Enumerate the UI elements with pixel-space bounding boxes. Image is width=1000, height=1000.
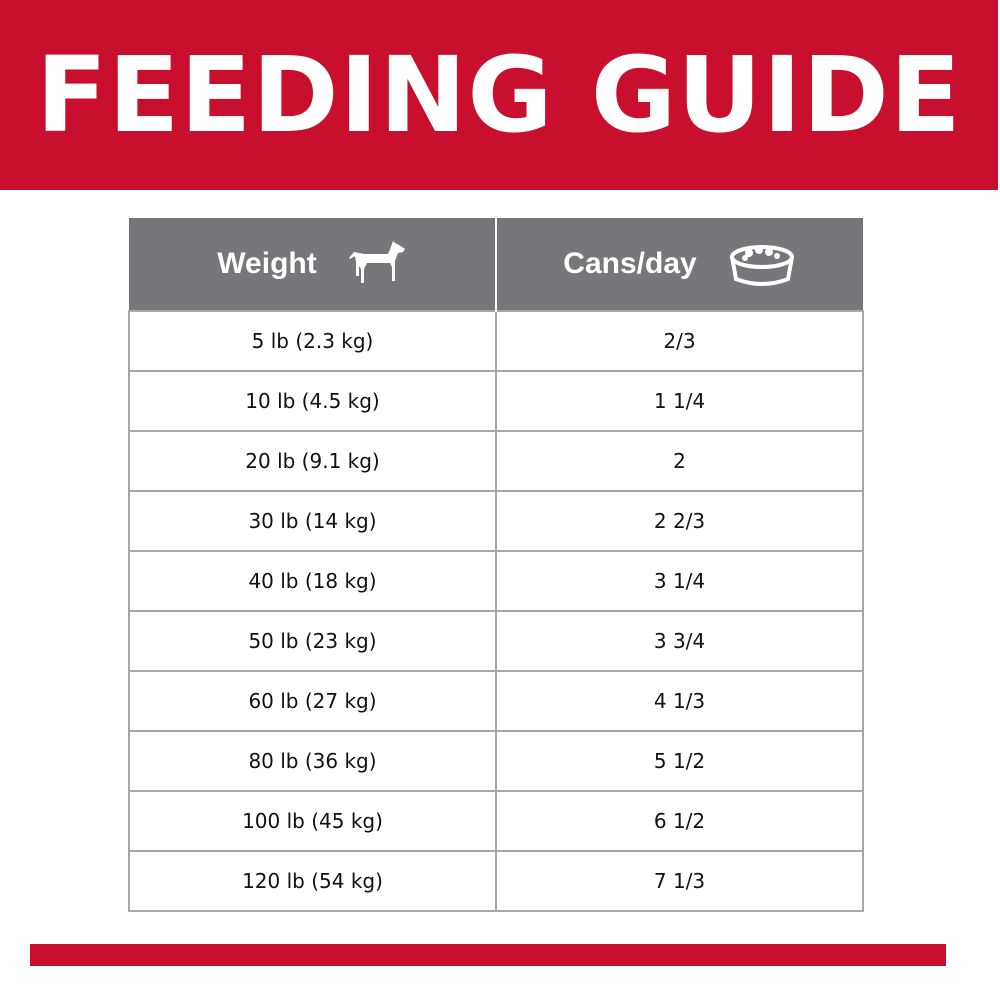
weight-cell: 120 lb (54 kg) [128,850,497,912]
title: FEEDING GUIDE [36,34,962,156]
row: 50 lb (23 kg) 3 3/4 [128,610,864,672]
header-cell: Weight [129,218,497,311]
cans-cell: 5 1/2 [495,730,864,792]
footer-bar [30,944,946,966]
cans-cell: 1 1/4 [495,370,864,432]
row: 80 lb (36 kg) 5 1/2 [128,730,864,792]
weight-cell: 10 lb (4.5 kg) [128,370,497,432]
row: 5 lb (2.3 kg) 2/3 [128,310,864,372]
cans-cell: 2 2/3 [495,490,864,552]
row: 60 lb (27 kg) 4 1/3 [128,670,864,732]
row: 120 lb (54 kg) 7 1/3 [128,850,864,912]
bowl-icon [729,245,794,286]
row: 10 lb (4.5 kg) 1 1/4 [128,370,864,432]
cans-cell: 6 1/2 [495,790,864,852]
header-cell: Cans/day [496,218,863,311]
feeding-table: Weight Cans/day 5 lb (2.3 kg) 2/3 10 lb (4… [128,218,864,912]
banner: FEEDING GUIDE [0,0,998,190]
weight-cell: 30 lb (14 kg) [128,490,497,552]
row: 20 lb (9.1 kg) 2 [128,430,864,492]
cans-cell: 2 [495,430,864,492]
weight-cell: 20 lb (9.1 kg) [128,430,497,492]
weight-cell: 80 lb (36 kg) [128,730,497,792]
row: 100 lb (45 kg) 6 1/2 [128,790,864,852]
cans-cell: 4 1/3 [495,670,864,732]
cans-cell: 3 1/4 [495,550,864,612]
weight-cell: 60 lb (27 kg) [128,670,497,732]
cans-cell: 2/3 [495,310,864,372]
column-header: Cans/day [563,247,697,280]
row: 40 lb (18 kg) 3 1/4 [128,550,864,612]
column-header: Weight [217,247,317,280]
weight-cell: 50 lb (23 kg) [128,610,497,672]
cans-cell: 7 1/3 [495,850,864,912]
cans-cell: 3 3/4 [495,610,864,672]
weight-cell: 100 lb (45 kg) [128,790,497,852]
weight-cell: 40 lb (18 kg) [128,550,497,612]
row: 30 lb (14 kg) 2 2/3 [128,490,864,552]
dog-icon [348,241,405,283]
weight-cell: 5 lb (2.3 kg) [128,310,497,372]
